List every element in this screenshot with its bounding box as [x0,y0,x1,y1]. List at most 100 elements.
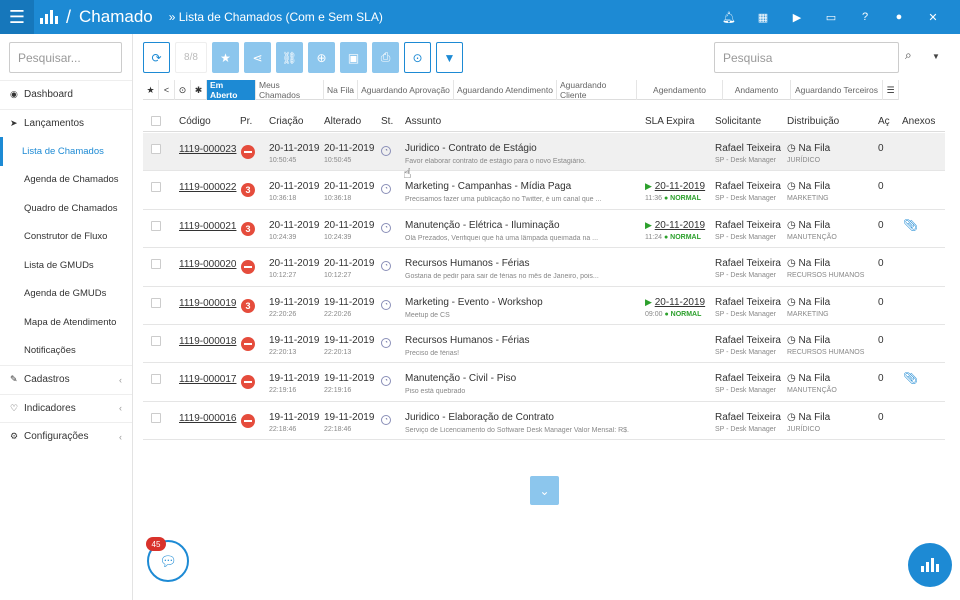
tab-andamento[interactable]: Andamento [723,80,791,100]
ticket-code-link[interactable]: 1119-000020 [179,259,237,271]
tab-meus-chamados[interactable]: Meus Chamados [256,80,324,100]
table-row[interactable]: 1119-000019 3 19-11-2019 22:20:26 19-11-2019… [143,287,945,325]
col-attachments[interactable]: Anexos [902,116,936,127]
tab-all[interactable]: ✱ [191,80,207,100]
sidebar-search-input[interactable]: Pesquisar... [9,42,122,73]
row-checkbox[interactable] [151,335,161,346]
chevron-down-icon[interactable]: ▼ [932,52,940,61]
changed-date: 19-11-2019 [324,296,375,308]
refresh-button[interactable]: ⟳ [143,42,170,73]
search-input[interactable]: Pesquisa [714,42,899,73]
clock-icon: ◷ [787,296,796,308]
table-row[interactable]: 1119-000018 19-11-2019 22:20:13 19-11-2019 2… [143,325,945,364]
monitor-icon[interactable]: ▭ [825,11,837,24]
menu-toggle-button[interactable]: ☰ [0,0,34,34]
col-created[interactable]: Criação [269,116,304,127]
tab-agendamento[interactable]: Agendamento [637,80,723,100]
col-status[interactable]: St. [381,116,394,127]
sidebar-item-lista-de-chamados[interactable]: Lista de Chamados [0,137,132,166]
tab-aguardando-terceiros[interactable]: Aguardando Terceiros [791,80,883,100]
sidebar-item-lista-de-gmuds[interactable]: Lista de GMUDs [0,251,132,280]
sidebar-item-notificacoes[interactable]: Notificações [0,337,132,366]
filter-button[interactable]: ▼ [436,42,463,73]
ticket-code-link[interactable]: 1119-000019 [179,297,237,309]
ticket-code-link[interactable]: 1119-000022 [179,182,237,194]
row-checkbox[interactable] [151,182,161,193]
ticket-code-link[interactable]: 1119-000016 [179,412,237,424]
col-distribution[interactable]: Distribuição [787,116,840,127]
sidebar-item-configuracoes[interactable]: ⚙ Configurações ‹ [0,422,132,451]
ticket-description: Olá Prezados, Verifiquei que há uma lâmp… [405,234,599,242]
sidebar-item-agenda-de-chamados[interactable]: Agenda de Chamados [0,166,132,195]
sla-time: 09:00 [645,310,663,318]
ticket-code-link[interactable]: 1119-000018 [179,335,237,347]
help-icon[interactable]: ? [861,11,869,23]
play-icon: ▶ [645,296,652,307]
col-actions[interactable]: Aç [878,116,890,127]
col-requester[interactable]: Solicitante [715,116,762,127]
sidebar-item-mapa-de-atendimento[interactable]: Mapa de Atendimento [0,308,132,337]
calculator-icon[interactable]: ▦ [757,11,769,24]
table-row[interactable]: 1119-000016 19-11-2019 22:18:46 19-11-2019 2… [143,402,945,441]
row-checkbox[interactable] [151,144,161,154]
board-button[interactable]: ▣ [340,42,367,73]
target-button[interactable]: ⊙ [404,42,431,73]
paperclip-icon[interactable]: 📎︎ [903,217,919,232]
col-sla[interactable]: SLA Expira [645,116,695,127]
sla-expiry[interactable]: ▶ 20-11-2019 [645,181,705,192]
table-row[interactable]: 1119-000020 20-11-2019 10:12:27 20-11-2019 1… [143,248,945,287]
plus-icon: ⊕ [316,50,327,65]
tab-favorites[interactable]: ★ [143,80,159,100]
sidebar-item-indicadores[interactable]: ♡ Indicadores ‹ [0,393,132,423]
app-fab-button[interactable] [908,543,952,587]
add-button[interactable]: ⊕ [308,42,335,73]
tab-em-aberto[interactable]: Em Aberto [207,80,256,100]
chat-button[interactable]: 💬︎ [147,540,189,582]
col-changed[interactable]: Alterado [324,116,362,127]
link-button[interactable]: ⛓ [276,42,303,73]
col-subject[interactable]: Assunto [405,116,442,127]
table-row[interactable]: 1119-000017 19-11-2019 22:19:16 19-11-2019 2… [143,363,945,402]
sidebar-item-quadro-de-chamados[interactable]: Quadro de Chamados [0,194,132,223]
paperclip-icon[interactable]: 📎︎ [903,371,919,386]
row-checkbox[interactable] [151,297,161,308]
print-button[interactable]: ⎙ [372,42,399,73]
sidebar-item-construtor-de-fluxo[interactable]: Construtor de Fluxo [0,223,132,252]
table-row[interactable]: 1119-000021 3 20-11-2019 10:24:39 20-11-2019… [143,210,945,249]
sidebar-item-lancamentos[interactable]: ➤ Lançamentos [0,108,132,138]
sidebar-item-cadastros[interactable]: ✎ Cadastros ‹ [0,365,132,394]
ticket-code-link[interactable]: 1119-000021 [179,220,237,232]
ticket-subject: Juridico - Contrato de Estágio [405,143,537,154]
tab-aguardando-atendimento[interactable]: Aguardando Atendimento [454,80,557,100]
table-row[interactable]: 1119-000023 20-11-2019 10:50:45 20-11-2019 1… [143,133,945,172]
sla-expiry[interactable]: ▶ 20-11-2019 [645,220,705,231]
row-checkbox[interactable] [151,259,161,270]
sidebar-item-agenda-de-gmuds[interactable]: Agenda de GMUDs [0,280,132,309]
tab-menu-button[interactable]: ☰ [883,80,899,100]
search-icon[interactable]: ⌕ [905,48,912,62]
created-date: 20-11-2019 [269,258,320,270]
table-row[interactable]: 1119-000022 3 20-11-2019 10:36:18 20-11-2019… [143,171,945,210]
tab-aguardando-aprovacao[interactable]: Aguardando Aprovação [358,80,454,100]
favorite-button[interactable]: ★ [212,42,239,73]
row-checkbox[interactable] [151,412,161,423]
select-all-checkbox[interactable] [151,116,161,126]
tab-aguardando-cliente[interactable]: Aguardando Cliente [557,80,637,100]
col-code[interactable]: Código [179,116,211,127]
user-icon[interactable]: ● [895,11,903,23]
sidebar-item-dashboard[interactable]: ◉ Dashboard [0,80,132,109]
tab-shared[interactable]: < [159,80,175,100]
col-priority[interactable]: Pr. [240,116,253,127]
row-checkbox[interactable] [151,374,161,385]
tab-target[interactable]: ⊙ [175,80,191,100]
ticket-code-link[interactable]: 1119-000017 [179,374,237,386]
tab-na-fila[interactable]: Na Fila [324,80,358,100]
play-icon[interactable]: ▶ [792,11,802,24]
share-button[interactable]: ⋖ [244,42,271,73]
ticket-code-link[interactable]: 1119-000023 [179,144,237,155]
load-more-button[interactable]: ⌄ [530,476,559,505]
bell-icon[interactable]: 🔔︎ [722,11,736,24]
row-checkbox[interactable] [151,220,161,231]
close-icon[interactable]: ✕ [928,11,938,24]
sla-expiry[interactable]: ▶ 20-11-2019 [645,297,705,308]
